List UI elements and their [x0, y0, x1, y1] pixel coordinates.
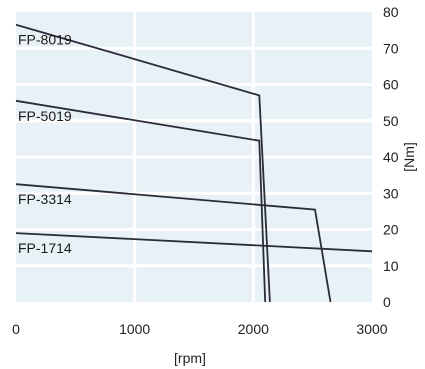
y-tick-label: 60	[383, 77, 399, 93]
x-tick-label: 2000	[238, 321, 269, 337]
grid	[16, 12, 372, 302]
series-line-fp-8019	[15, 23, 271, 303]
y-axis-label: [Nm]	[401, 142, 417, 172]
series-label-fp-5019: FP-5019	[18, 108, 72, 124]
y-tick-label: 10	[383, 258, 399, 274]
x-tick-label: 1000	[119, 321, 150, 337]
y-tick-label: 80	[383, 4, 399, 20]
series-lines	[15, 23, 373, 303]
series-label-fp-1714: FP-1714	[18, 240, 72, 256]
x-tick-label: 0	[12, 321, 20, 337]
y-tick-label: 40	[383, 149, 399, 165]
y-tick-label: 0	[383, 294, 391, 310]
series-label-fp-8019: FP-8019	[18, 32, 72, 48]
series-line-fp-5019	[15, 99, 267, 303]
x-tick-label: 3000	[356, 321, 387, 337]
series-labels: FP-8019 FP-5019 FP-3314 FP-1714	[18, 32, 72, 256]
series-line-fp-1714	[15, 232, 373, 253]
y-tick-label: 70	[383, 40, 399, 56]
series-label-fp-3314: FP-3314	[18, 191, 72, 207]
x-axis-ticks: 0 1000 2000 3000	[12, 321, 388, 337]
series-line-fp-3314	[15, 183, 332, 303]
y-tick-label: 30	[383, 185, 399, 201]
y-tick-label: 50	[383, 113, 399, 129]
y-tick-label: 20	[383, 222, 399, 238]
x-axis-label: [rpm]	[174, 350, 206, 366]
y-axis-ticks: 0 10 20 30 40 50 60 70 80	[383, 4, 399, 310]
